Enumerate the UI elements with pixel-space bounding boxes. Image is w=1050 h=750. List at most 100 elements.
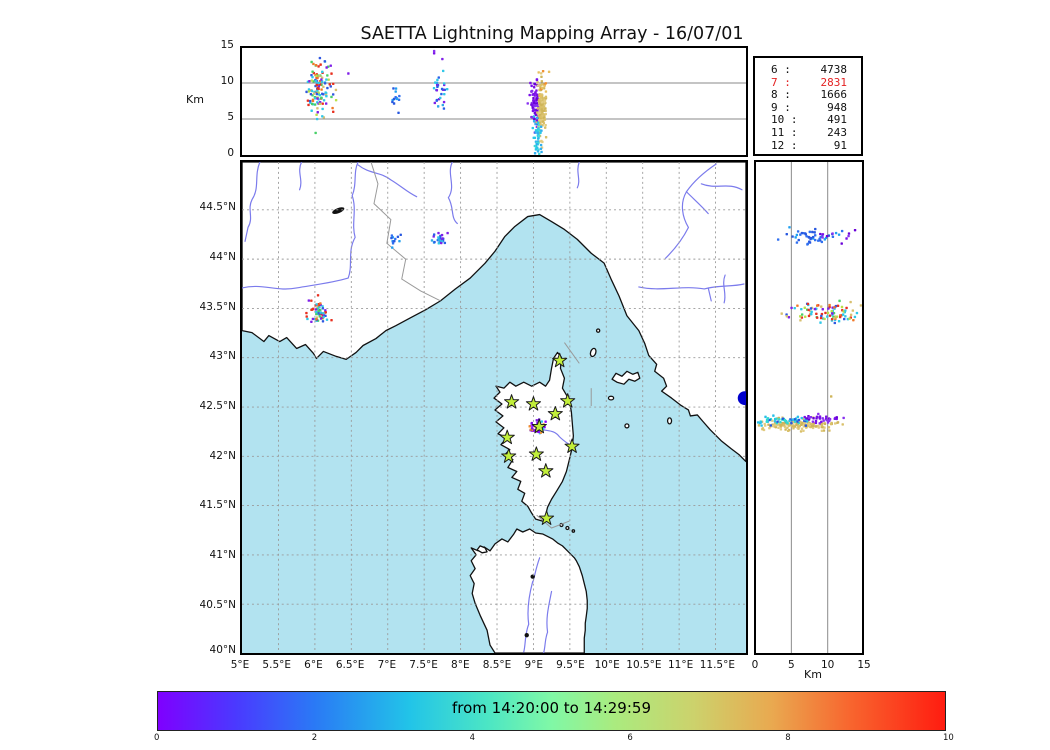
right-panel-plot [756,162,862,653]
lon-tick-label: 5°E [230,659,250,671]
lon-tick-label: 7°E [377,659,397,671]
colorbar-tick-label: 0 [154,733,160,743]
lon-tick-label: 6°E [304,659,323,671]
asinara-island [476,545,488,554]
station-star [499,429,515,445]
montecristo-island [624,423,630,429]
station-star [531,418,547,434]
station-star [547,406,563,421]
legend-level: 6 : [771,63,791,76]
legend-count: 4738 [820,63,848,76]
station-star [501,448,517,463]
legend-count: 2831 [820,75,848,89]
map-plot [242,162,746,653]
legend-level: 7 : [771,75,791,89]
maritime-line-3 [536,514,570,529]
lat-tick-label: 43°N [209,350,236,363]
station-star [552,352,568,368]
pianosa-island [607,395,615,401]
lon-tick-label: 6.5°E [335,659,365,671]
maddalena-islet-2 [565,525,570,531]
lon-tick-label: 10.5°E [626,659,662,671]
lon-tick-label: 11.5°E [699,659,735,671]
colorbar-tick-label: 10 [943,733,954,743]
colorbar-label: from 14:20:00 to 14:29:59 [451,699,651,717]
page-title: SAETTA Lightning Mapping Array - 16/07/0… [360,24,744,44]
map-panel [240,160,748,655]
legend-level: 11 : [771,125,798,139]
legend-count: 91 [833,138,847,152]
lat-tick-label: 43.5°N [199,300,236,313]
station-star [538,463,554,478]
lon-tick-label: 8°E [451,659,470,671]
top-ytick-label: 0 [227,147,234,159]
lat-tick-label: 44.5°N [199,201,236,214]
gorgona-island [595,328,601,333]
lat-tick-label: 40°N [209,643,236,656]
legend-row: 7 : 2831 [755,75,861,90]
right-xtick-label: 15 [857,659,871,671]
lon-tick-label: 11°E [668,659,694,671]
right-xtick-label: 10 [821,659,835,671]
legend-row: 8 : 1666 [755,89,861,102]
time-colorbar [157,691,946,731]
capraia-island [589,347,597,358]
top-panel-ylabel: Km [186,93,204,106]
lat-tick-label: 42°N [209,449,236,462]
legend-row: 11 : 243 [755,125,861,140]
flash-count-legend: 6 : 4738 7 : 2831 8 : 1666 9 : 948 10 : 491 11 : 24… [753,56,863,156]
colorbar-tick-label: 8 [785,733,791,743]
lat-tick-label: 41°N [209,549,236,562]
legend-row: 9 : 948 [755,100,861,115]
lat-tick-label: 41.5°N [199,499,236,512]
colorbar-tick-label: 6 [627,733,633,743]
station-star [538,510,555,525]
mainland-coast [242,162,746,463]
maritime-line-1 [564,342,580,364]
country-borders [370,162,592,529]
france-italy-border [370,162,441,302]
legend-count: 491 [827,113,847,127]
right-xtick-label: 5 [788,659,795,671]
top-panel [240,46,748,157]
right-panel [754,160,864,655]
lma-station-stars [499,352,580,525]
legend-row: 12 : 91 [755,138,861,153]
legend-count: 948 [827,100,847,114]
colorbar-tick-label: 2 [311,733,318,743]
maddalena-islet-3 [571,529,576,533]
lat-tick-label: 40.5°N [199,598,236,611]
lon-tick-label: 8.5°E [482,659,512,671]
legend-row: 10 : 491 [755,114,861,127]
lon-tick-label: 7.5°E [409,659,438,671]
lat-tick-label: 42.5°N [199,400,236,412]
legend-count: 243 [827,125,847,139]
legend-count: 1666 [820,88,848,102]
station-star [528,446,544,461]
legend-level: 12 : [771,138,798,152]
top-ytick-label: 10 [220,75,234,87]
right-panel-xlabel: Km [804,668,822,681]
legend-level: 8 : [771,88,791,102]
lon-tick-label: 10°E [594,659,620,671]
legend-level: 10 : [771,113,798,127]
lon-tick-label: 5.5°E [262,659,292,671]
legend-level: 9 : [771,100,791,114]
top-ytick-label: 15 [220,39,234,51]
top-ytick-label: 5 [227,111,234,123]
station-star [560,393,576,408]
right-xtick-label: 0 [751,659,759,671]
station-star [525,396,542,411]
giglio-island [666,417,673,425]
navy-marker [737,391,746,406]
elba-island [611,370,641,385]
colorbar-tick-label: 4 [469,733,476,743]
lon-tick-label: 9.5°E [556,659,585,671]
top-panel-plot [242,49,746,155]
lon-tick-label: 9°E [524,659,544,671]
legend-row: 6 : 4738 [755,63,861,77]
lat-tick-label: 44°N [209,250,236,263]
station-star [504,394,520,409]
sardinia [469,528,588,653]
